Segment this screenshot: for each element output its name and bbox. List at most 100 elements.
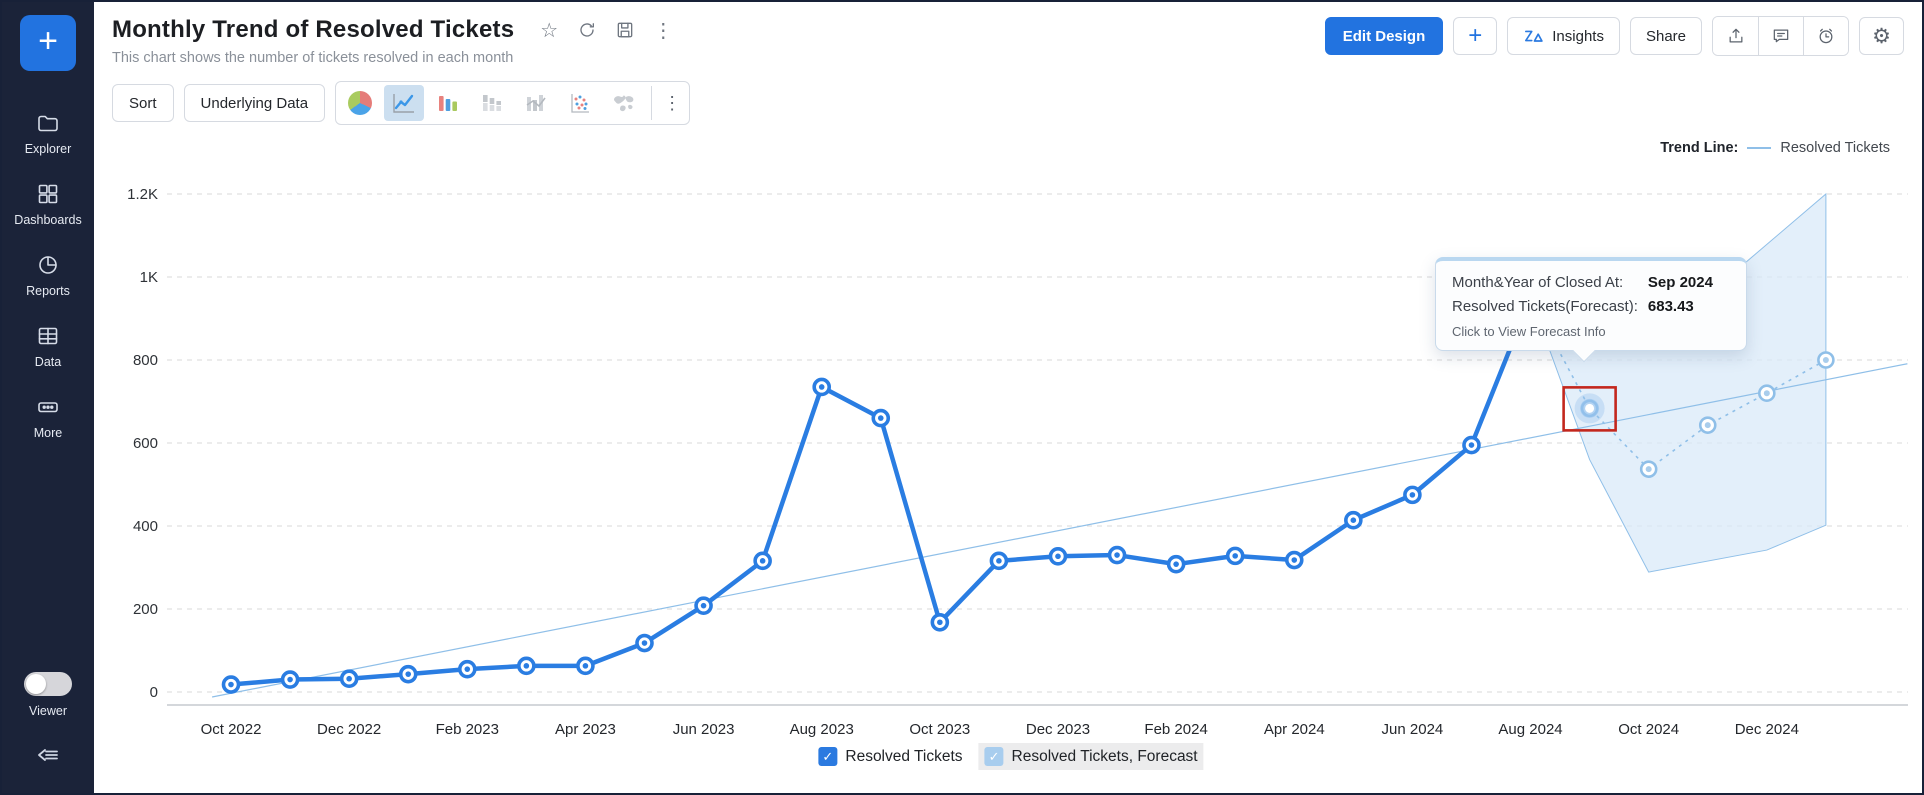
save-icon[interactable] [614, 19, 636, 41]
svg-text:1K: 1K [140, 269, 158, 286]
create-new-button[interactable]: + [20, 15, 76, 71]
chart-type-combo[interactable] [516, 85, 556, 121]
line-chart-icon [393, 94, 415, 113]
sidebar-item-data[interactable]: Data [2, 324, 94, 369]
zia-insights-icon [1525, 30, 1543, 42]
sidebar-item-reports[interactable]: Reports [2, 253, 94, 298]
toolbar-divider [651, 86, 653, 120]
reports-pie-icon [39, 256, 57, 274]
data-table-icon [38, 327, 58, 345]
svg-text:200: 200 [133, 601, 158, 618]
favorite-star-icon[interactable]: ☆ [540, 19, 559, 42]
kebab-menu-icon: ⋮ [663, 92, 682, 113]
svg-text:Aug 2024: Aug 2024 [1498, 721, 1562, 738]
tooltip-dimension-value: Sep 2024 [1647, 274, 1713, 291]
svg-text:Feb 2024: Feb 2024 [1144, 721, 1207, 738]
sidebar: + Explorer Dashboards Reports Data More [2, 2, 94, 793]
viewer-toggle-group: Viewer [24, 672, 72, 718]
more-chart-types-button[interactable]: ⋮ [659, 85, 685, 121]
svg-text:Jun 2024: Jun 2024 [1382, 721, 1444, 738]
svg-text:1.2K: 1.2K [127, 186, 158, 203]
world-map-icon [614, 95, 634, 112]
sidebar-item-label: Data [34, 355, 62, 369]
viewer-toggle[interactable] [24, 672, 72, 696]
svg-text:Feb 2023: Feb 2023 [436, 721, 499, 738]
report-header: Monthly Trend of Resolved Tickets ☆ ⋮ Th… [94, 2, 1922, 66]
trend-line-series: Resolved Tickets [1780, 140, 1890, 156]
chart-type-line[interactable] [384, 85, 425, 121]
sidebar-item-dashboards[interactable]: Dashboards [2, 182, 94, 227]
svg-text:Apr 2023: Apr 2023 [555, 721, 616, 738]
chart-type-stacked-bar[interactable] [472, 85, 512, 121]
viewer-label: Viewer [29, 704, 67, 718]
export-button[interactable] [1713, 17, 1758, 55]
svg-text:800: 800 [133, 352, 158, 369]
forecast-tooltip[interactable]: Month&Year of Closed At: Sep 2024 Resolv… [1435, 257, 1747, 363]
sidebar-item-more[interactable]: More [2, 395, 94, 440]
chart-toolbar: Sort Underlying Data [112, 81, 1922, 125]
sidebar-item-label: Dashboards [14, 213, 82, 227]
chart-type-switcher: ⋮ [335, 81, 691, 125]
comment-icon [1773, 29, 1789, 43]
svg-text:Oct 2024: Oct 2024 [1618, 721, 1679, 738]
title-icons: ☆ ⋮ [538, 19, 674, 42]
sidebar-item-label: Reports [26, 284, 70, 298]
trend-line-label: Trend Line: [1660, 140, 1739, 156]
checkbox-checked-icon[interactable]: ✓ [818, 747, 838, 766]
checkbox-checked-light-icon[interactable]: ✓ [984, 747, 1004, 766]
svg-text:Dec 2023: Dec 2023 [1026, 721, 1090, 738]
more-ellipsis-icon [38, 402, 58, 413]
refresh-icon[interactable] [576, 19, 598, 41]
legend-label: Resolved Tickets, Forecast [1011, 747, 1198, 765]
trend-line-swatch [1747, 147, 1772, 149]
stacked-bar-icon [483, 95, 502, 111]
dashboards-grid-icon [38, 184, 58, 204]
svg-text:Jun 2023: Jun 2023 [673, 721, 735, 738]
sidebar-item-label: More [33, 426, 63, 440]
toggle-knob [26, 674, 46, 694]
chart-type-scatter[interactable] [560, 85, 600, 121]
chart-type-bar[interactable] [428, 85, 468, 121]
legend-item-forecast[interactable]: ✓ Resolved Tickets, Forecast [978, 743, 1204, 770]
svg-text:0: 0 [150, 684, 158, 701]
main-content: 0 200 400 600 800 1K 1.2K Oct 2022 Dec 2022 Feb 2… [94, 2, 1922, 793]
legend-label: Resolved Tickets [845, 747, 963, 765]
export-icon [1729, 28, 1742, 43]
folder-icon [38, 115, 58, 132]
report-subtitle: This chart shows the number of tickets r… [112, 50, 514, 66]
edit-design-button[interactable]: Edit Design [1324, 17, 1444, 55]
pie-chart-icon [348, 91, 373, 115]
sidebar-nav: Explorer Dashboards Reports Data More [2, 111, 94, 440]
tooltip-measure-value: 683.43 [1647, 298, 1694, 315]
share-button[interactable]: Share [1629, 17, 1702, 55]
collapse-sidebar-button[interactable] [35, 744, 61, 771]
svg-text:Dec 2024: Dec 2024 [1735, 721, 1799, 738]
header-actions: Edit Design + Insights Share ⚙ [1324, 16, 1904, 56]
svg-text:Oct 2023: Oct 2023 [909, 721, 970, 738]
svg-text:Apr 2024: Apr 2024 [1264, 721, 1325, 738]
comments-button[interactable] [1758, 17, 1803, 55]
sidebar-item-explorer[interactable]: Explorer [2, 111, 94, 156]
trend-line-legend: Trend Line: Resolved Tickets [1660, 140, 1890, 156]
insights-button[interactable]: Insights [1507, 17, 1620, 55]
chart-type-pie[interactable] [340, 85, 380, 121]
alarm-clock-icon [1819, 28, 1833, 44]
tooltip-dimension-label: Month&Year of Closed At: [1452, 274, 1624, 291]
legend-item-resolved-tickets[interactable]: ✓ Resolved Tickets [812, 743, 968, 770]
scatter-plot-icon [571, 94, 590, 113]
chart-type-map[interactable] [604, 85, 644, 121]
svg-text:Aug 2023: Aug 2023 [790, 721, 854, 738]
settings-button[interactable]: ⚙ [1859, 17, 1904, 55]
kebab-menu-icon[interactable]: ⋮ [653, 19, 674, 42]
sort-button[interactable]: Sort [112, 84, 174, 122]
tooltip-measure-label: Resolved Tickets(Forecast): [1452, 298, 1638, 315]
schedule-button[interactable] [1803, 17, 1848, 55]
collapse-arrow-icon [38, 749, 58, 761]
add-button[interactable]: + [1453, 17, 1498, 55]
tooltip-forecast-link[interactable]: Click to View Forecast Info [1452, 324, 1606, 339]
page-title: Monthly Trend of Resolved Tickets [112, 16, 515, 43]
insights-label: Insights [1552, 27, 1604, 45]
bar-chart-icon [439, 96, 458, 111]
underlying-data-button[interactable]: Underlying Data [183, 84, 326, 122]
